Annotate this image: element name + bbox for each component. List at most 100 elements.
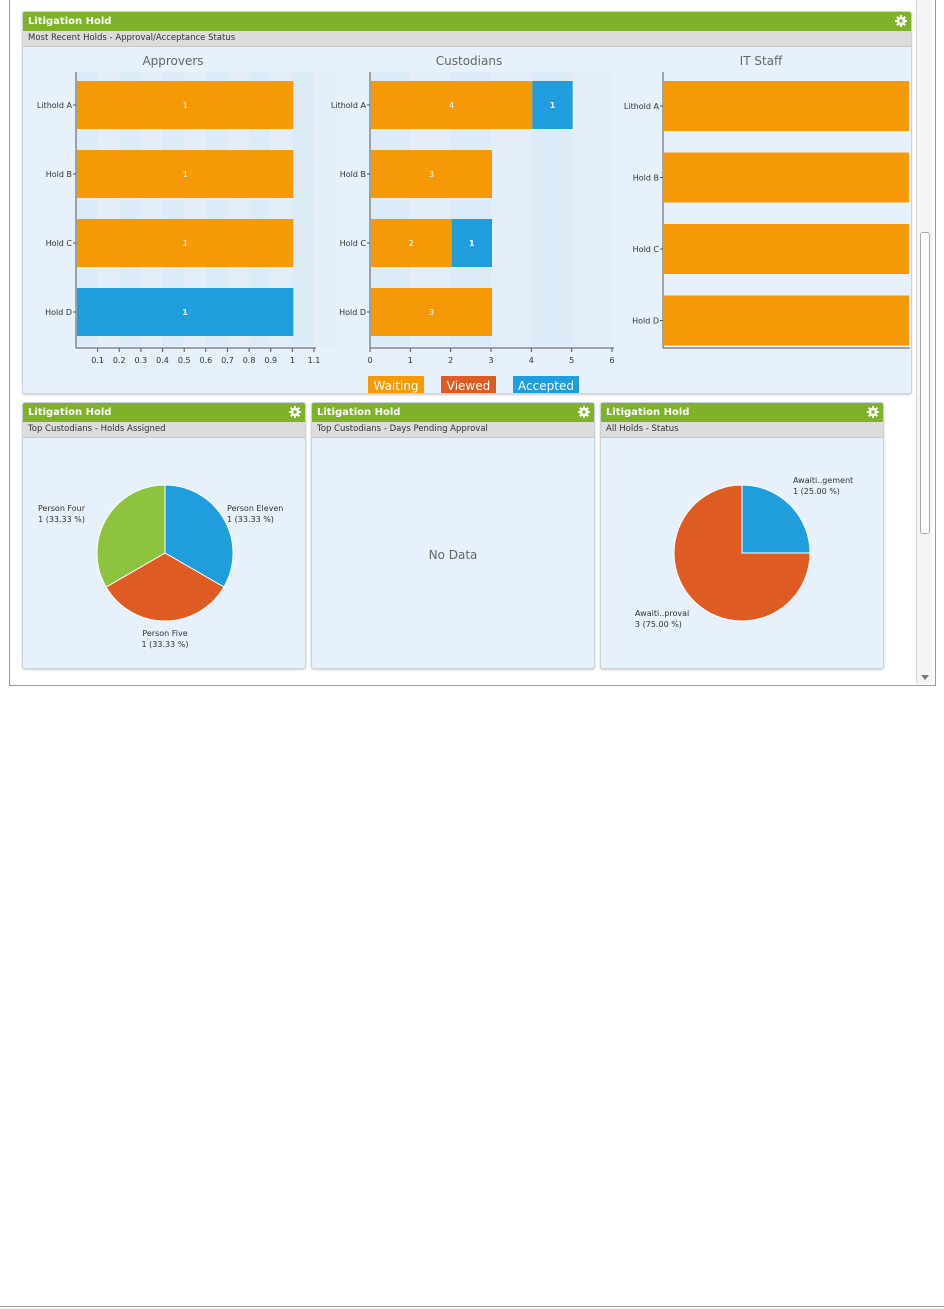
plot-band	[184, 72, 206, 346]
bar-data-label: 1	[550, 101, 556, 110]
category-label: Hold B	[340, 170, 366, 179]
pie-chart-status: Awaiti..gement 1 (25.00 %) Awaiti..proval 3…	[635, 476, 853, 629]
category-label: Hold C	[633, 245, 660, 254]
bar-chart-2: IT Staff Lithold A Hold B Hold C Hold D	[624, 54, 910, 349]
scroll-down-arrow-icon[interactable]	[921, 675, 929, 680]
x-tick-label: 2	[448, 356, 453, 365]
legend-accepted[interactable]: Accepted	[513, 376, 579, 393]
bar-segment	[371, 219, 452, 267]
x-tick-label: 0.2	[113, 356, 126, 365]
widget-header: Litigation Hold	[23, 12, 911, 31]
bar-segment	[371, 288, 492, 336]
bar-data-label: 4	[449, 101, 454, 110]
pie-slice	[96, 484, 166, 588]
widget-header: Litigation Hold	[312, 403, 594, 422]
slice-label: Person Four	[38, 504, 86, 513]
category-label: Hold D	[339, 308, 366, 317]
pie-slice	[741, 484, 811, 554]
bar-data-label: 3	[429, 170, 434, 179]
category-label: Lithold A	[37, 101, 73, 110]
category-label: Lithold A	[331, 101, 367, 110]
plot-band	[97, 72, 120, 346]
slice-value: 1 (33.33 %)	[142, 640, 189, 649]
plot-band	[270, 72, 293, 346]
x-tick-label: 1.1	[308, 356, 321, 365]
gear-icon[interactable]	[289, 406, 301, 418]
bar-chart-0: Approvers 0.1 0.2 0.3 0.4 0.5 0.6 0.7 0.8 0.9 1 1.1…	[37, 54, 336, 365]
x-tick-label: 0.3	[135, 356, 148, 365]
bar-segment	[664, 295, 909, 346]
vertical-scrollbar[interactable]	[916, 0, 932, 684]
widget-header: Litigation Hold	[601, 403, 883, 422]
category-label: Hold C	[46, 239, 73, 248]
category-label: Hold B	[633, 174, 659, 183]
category-label: Lithold A	[624, 102, 660, 111]
slice-label: Person Eleven	[227, 504, 283, 513]
plot-band	[227, 72, 250, 346]
x-tick-label: 1	[408, 356, 413, 365]
pie-chart-custodians: Person Eleven 1 (33.33 %) Person Five 1 (33…	[38, 484, 283, 649]
legend-waiting[interactable]: Waiting	[368, 376, 424, 393]
widget-title: Litigation Hold	[317, 407, 401, 418]
x-tick-label: 6	[609, 356, 614, 365]
widget-approval-status: Litigation Hold Most Recent Holds - Appr…	[22, 11, 912, 394]
scroll-thumb[interactable]	[920, 232, 930, 534]
plot-band	[314, 72, 336, 346]
x-tick-label: 0.8	[243, 356, 256, 365]
bar-segment	[532, 81, 573, 129]
x-tick-label: 0.9	[264, 356, 277, 365]
x-tick-label: 1	[290, 356, 295, 365]
widget-header: Litigation Hold	[23, 403, 305, 422]
slice-value: 1 (33.33 %)	[38, 515, 85, 524]
slice-label: Awaiti..proval	[635, 609, 689, 618]
bar-data-label: 1	[183, 170, 188, 179]
bar-segment	[664, 224, 909, 274]
widget-top-custodians: Litigation Hold Top Custodians - Holds A…	[22, 402, 306, 669]
x-tick-label: 4	[529, 356, 534, 365]
page-bottom-rule	[0, 1306, 944, 1307]
x-tick-label: 5	[569, 356, 574, 365]
widget-subtitle: Top Custodians - Holds Assigned	[23, 422, 305, 438]
chart-title: IT Staff	[740, 54, 783, 68]
bar-charts: Approvers 0.1 0.2 0.3 0.4 0.5 0.6 0.7 0.8 0.9 1 1.1…	[37, 54, 910, 365]
bar-data-label: 1	[469, 239, 475, 248]
bar-data-label: 1	[183, 239, 188, 248]
gear-icon[interactable]	[578, 406, 590, 418]
plot-band	[205, 72, 228, 346]
bar-chart-1: Custodians 0 1 2 3 4 5 6 Lithold A 4 1 Hold B 3 Hold …	[331, 54, 615, 365]
x-tick-label: 0	[367, 356, 372, 365]
bar-segment	[371, 150, 492, 198]
bar-segment	[664, 81, 909, 131]
x-tick-label: 0.6	[199, 356, 212, 365]
category-label: Hold B	[46, 170, 72, 179]
x-tick-label: 0.1	[91, 356, 104, 365]
bar-segment	[77, 288, 294, 336]
chart-title: Approvers	[142, 54, 203, 68]
widget-title: Litigation Hold	[28, 407, 112, 418]
widget-subtitle: All Holds - Status	[601, 422, 883, 438]
bar-segment	[371, 81, 533, 129]
x-tick-label: 3	[488, 356, 493, 365]
category-label: Hold D	[45, 308, 72, 317]
slice-label: Awaiti..gement	[793, 476, 853, 485]
bar-segment	[77, 219, 294, 267]
pie-slice	[105, 552, 225, 622]
plot-band	[140, 72, 163, 346]
gear-icon[interactable]	[867, 406, 879, 418]
plot-band	[76, 72, 98, 346]
bar-data-label: 2	[409, 239, 414, 248]
slice-value: 1 (25.00 %)	[793, 487, 840, 496]
pie-slice	[673, 484, 811, 622]
slice-value: 3 (75.00 %)	[635, 620, 682, 629]
slice-value: 1 (33.33 %)	[227, 515, 274, 524]
widget-title: Litigation Hold	[606, 407, 690, 418]
no-data-text: No Data	[428, 548, 478, 562]
widget-subtitle: Most Recent Holds - Approval/Acceptance …	[23, 31, 911, 47]
bar-segment	[451, 219, 492, 267]
slice-label: Person Five	[142, 629, 187, 638]
gear-icon[interactable]	[895, 15, 907, 27]
pie-slice	[164, 484, 234, 588]
chart-title: Custodians	[436, 54, 502, 68]
widget-days-pending: Litigation Hold Top Custodians - Days Pe…	[311, 402, 595, 669]
legend-viewed[interactable]: Viewed	[441, 376, 496, 393]
